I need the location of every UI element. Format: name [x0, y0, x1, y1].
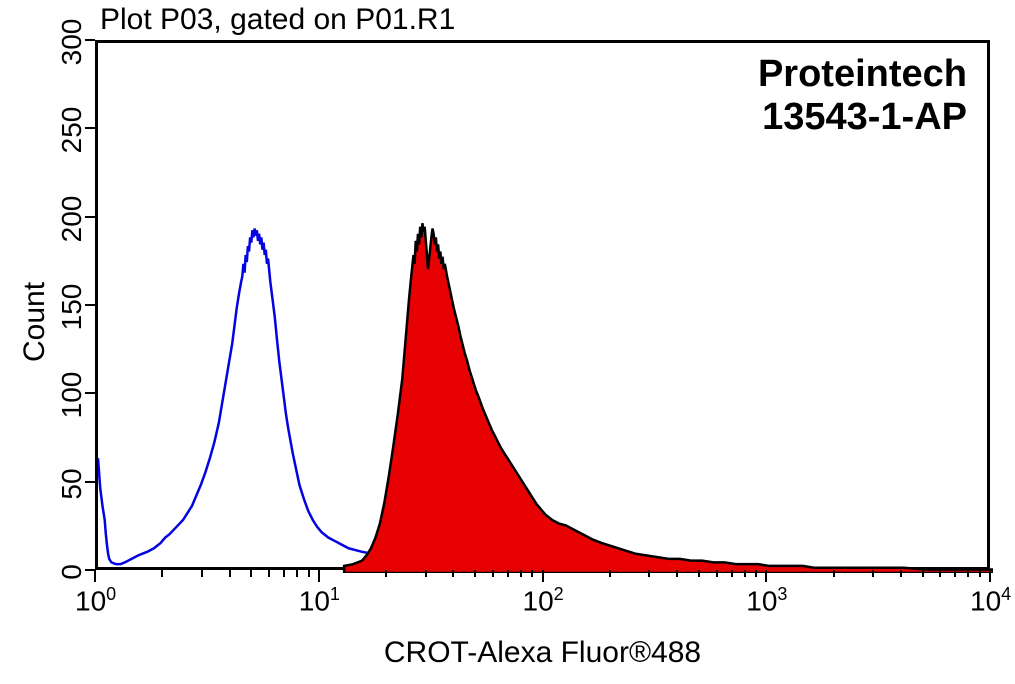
x-tick-minor [698, 570, 700, 577]
y-tick-label: 300 [56, 17, 88, 67]
x-tick-minor [939, 570, 941, 577]
x-tick-label: 100 [75, 584, 116, 617]
brand-label: Proteintech 13543-1-AP [758, 53, 967, 139]
x-tick-minor [385, 570, 387, 577]
x-tick-minor [922, 570, 924, 577]
plot-title: Plot P03, gated on P01.R1 [100, 3, 455, 37]
y-tick-label: 50 [56, 459, 88, 509]
x-tick-major [989, 570, 991, 582]
x-tick-minor [967, 570, 969, 577]
x-tick-minor [161, 570, 163, 577]
x-tick-major [765, 570, 767, 582]
series-control [98, 229, 416, 565]
x-tick-minor [872, 570, 874, 577]
x-tick-minor [900, 570, 902, 577]
x-tick-minor [676, 570, 678, 577]
x-tick-minor [229, 570, 231, 577]
x-tick-minor [744, 570, 746, 577]
y-tick-label: 100 [56, 370, 88, 420]
y-tick-label: 250 [56, 105, 88, 155]
x-tick-minor [283, 570, 285, 577]
x-tick-major [318, 570, 320, 582]
catalog-number: 13543-1-AP [758, 96, 967, 139]
y-axis-label: Count [18, 262, 52, 362]
flow-cytometry-histogram: Plot P03, gated on P01.R1 Proteintech 13… [0, 0, 1015, 684]
x-tick-minor [954, 570, 956, 577]
x-tick-minor [507, 570, 509, 577]
x-tick-minor [296, 570, 298, 577]
x-tick-minor [250, 570, 252, 577]
x-tick-label: 104 [970, 584, 1011, 617]
x-tick-minor [833, 570, 835, 577]
x-axis-label: CROT-Alexa Fluor®488 [95, 636, 990, 670]
x-tick-label: 101 [299, 584, 340, 617]
x-tick-label: 103 [746, 584, 787, 617]
x-tick-minor [531, 570, 533, 577]
x-tick-minor [452, 570, 454, 577]
x-tick-minor [474, 570, 476, 577]
x-tick-major [94, 570, 96, 582]
y-tick-label: 200 [56, 194, 88, 244]
x-tick-minor [755, 570, 757, 577]
plot-area: Proteintech 13543-1-AP [95, 40, 990, 570]
series-sample [344, 223, 993, 573]
x-tick-major [542, 570, 544, 582]
x-tick-minor [731, 570, 733, 577]
x-tick-minor [520, 570, 522, 577]
x-tick-minor [425, 570, 427, 577]
x-tick-minor [308, 570, 310, 577]
x-tick-minor [648, 570, 650, 577]
x-tick-minor [609, 570, 611, 577]
y-tick-label: 150 [56, 282, 88, 332]
x-tick-minor [201, 570, 203, 577]
x-tick-label: 102 [523, 584, 564, 617]
brand-name: Proteintech [758, 53, 967, 96]
x-tick-minor [268, 570, 270, 577]
x-tick-minor [716, 570, 718, 577]
x-tick-minor [492, 570, 494, 577]
x-tick-minor [979, 570, 981, 577]
